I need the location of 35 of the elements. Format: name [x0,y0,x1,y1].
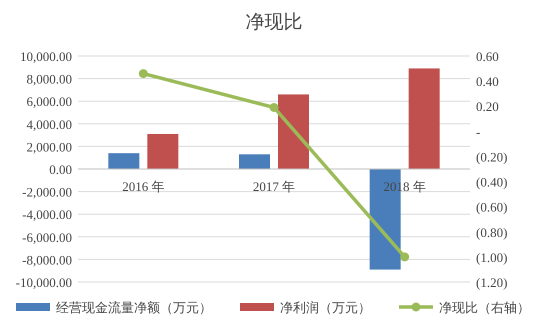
y2-tick-label: (1.00) [476,250,508,265]
y-tick-label: -2,000.00 [22,184,72,200]
y-tick-label: 0.00 [49,162,72,177]
x-tick-label: 2017 年 [252,179,296,194]
bar [147,134,178,169]
y2-tick-label: - [476,124,480,140]
y2-tick-label: 0.20 [476,99,499,114]
y-tick-label: 6,000.00 [26,94,72,110]
bar [278,94,309,169]
y-tick-label: -4,000.00 [22,207,72,222]
y2-tick-label: 0.60 [476,49,499,64]
chart-title: 净现比 [246,12,302,33]
y-tick-label: 4,000.00 [26,116,72,132]
point [400,252,410,262]
y-tick-label: -6,000.00 [22,230,72,245]
y2-tick-label: (0.60) [476,200,508,215]
y-tick-label: -8,000.00 [22,252,72,268]
bar [239,154,270,169]
y-tick-label: -10,000.00 [16,275,72,290]
y2-tick-label: (1.20) [476,275,508,290]
bar [108,153,140,169]
x-tick-label: 2016 年 [122,179,164,194]
y2-tick-label: 0.40 [476,74,499,90]
point [138,69,148,78]
y-tick-label: 2,000.00 [26,139,72,154]
y-tick-label: 10,000.00 [20,49,72,64]
y-tick-label: 8,000.00 [26,72,72,87]
legend-label: 经营现金流量净额（万元） [56,300,212,315]
legend-label: 净现比（右轴） [439,300,530,315]
point [270,102,278,112]
bar [408,68,440,169]
y2-tick-label: (0.20) [476,149,508,164]
legend-label: 净利润（万元） [280,300,371,315]
y2-tick-label: (0.40) [476,174,508,190]
y2-tick-label: (0.80) [476,224,508,240]
